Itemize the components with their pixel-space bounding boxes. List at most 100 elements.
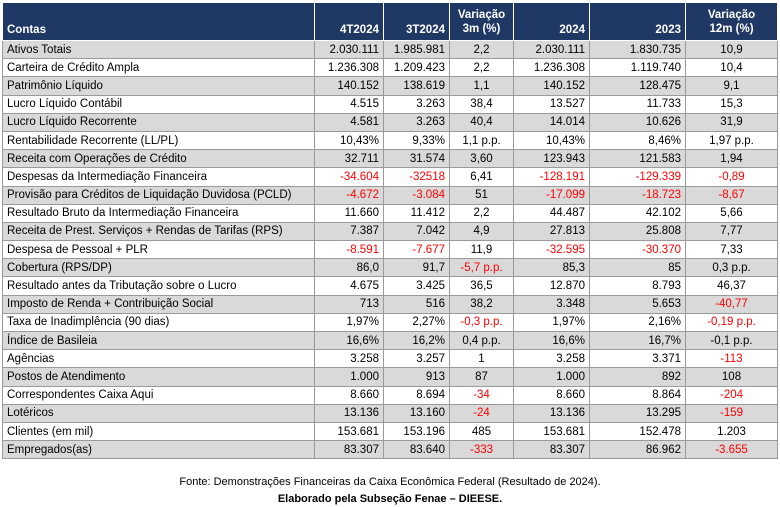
cell-2023: 8.793 <box>589 276 686 296</box>
cell-3t2024: 3.425 <box>383 276 450 296</box>
cell-variacao-3m: -24 <box>449 403 514 423</box>
cell-2023: 5.653 <box>589 294 686 314</box>
table-row: Empregados(as) 83.307 83.640 -333 83.307 86.9… <box>2 440 778 460</box>
table-row: Correspondentes Caixa Aqui 8.660 8.694 -34 8… <box>2 385 778 405</box>
cell-2023: 2,16% <box>589 312 686 333</box>
cell-4t2024: 4.675 <box>314 276 384 296</box>
cell-variacao-12m: 15,3 <box>685 94 778 114</box>
cell-variacao-12m: 7,33 <box>685 240 778 260</box>
cell-4t2024: 1,97% <box>314 312 384 333</box>
cell-3t2024: 1.985.981 <box>383 39 450 60</box>
header-4t2024: 4T2024 <box>314 2 384 41</box>
cell-2023: 128.475 <box>589 76 686 96</box>
cell-variacao-12m: -0,89 <box>685 167 778 187</box>
cell-3t2024: 83.640 <box>383 440 450 460</box>
cell-4t2024: 1.236.308 <box>314 58 384 78</box>
cell-variacao-12m: -204 <box>685 385 778 405</box>
cell-variacao-3m: 4,9 <box>449 221 514 242</box>
cell-2023: 13.295 <box>589 403 686 423</box>
cell-2024: 14.014 <box>513 112 590 132</box>
cell-variacao-12m: 46,37 <box>685 276 778 296</box>
table-row: Receita com Operações de Crédito 32.711 31… <box>2 149 778 169</box>
financial-table: Contas 4T2024 3T2024 Variação 3m (%) 202… <box>2 2 778 460</box>
header-variacao-3m-line2: 3m (%) <box>462 22 501 35</box>
cell-variacao-12m: 1,94 <box>685 149 778 169</box>
cell-2023: 11.733 <box>589 94 686 114</box>
table-row: Imposto de Renda + Contribuição Social 71… <box>2 294 778 314</box>
row-label: Cobertura (RPS/DP) <box>2 258 315 278</box>
cell-3t2024: 8.694 <box>383 385 450 405</box>
cell-variacao-12m: -0,1 p.p. <box>685 330 778 351</box>
header-contas: Contas <box>2 2 315 41</box>
cell-variacao-3m: -0,3 p.p. <box>449 312 514 333</box>
cell-variacao-3m: 485 <box>449 421 514 442</box>
cell-variacao-12m: 7,77 <box>685 221 778 242</box>
row-label: Lucro Líquido Recorrente <box>2 112 315 132</box>
table-row: Despesas da Intermediação Financeira -34.… <box>2 167 778 187</box>
cell-variacao-3m: 38,4 <box>449 94 514 114</box>
table-row: Resultado antes da Tributação sobre o Lu… <box>2 276 778 296</box>
cell-3t2024: 7.042 <box>383 221 450 242</box>
cell-variacao-12m: 10,4 <box>685 58 778 78</box>
cell-2024: -32.595 <box>513 240 590 260</box>
cell-4t2024: 10,43% <box>314 130 384 151</box>
row-label: Lucro Líquido Contábil <box>2 94 315 114</box>
cell-variacao-3m: 40,4 <box>449 112 514 132</box>
table-row: Lucro Líquido Recorrente 4.581 3.263 40,4 14… <box>2 112 778 132</box>
row-label: Clientes (em mil) <box>2 421 315 442</box>
cell-4t2024: 7.387 <box>314 221 384 242</box>
cell-4t2024: 140.152 <box>314 76 384 96</box>
source-note: Fonte: Demonstrações Financeiras da Caix… <box>179 476 601 488</box>
table-row: Postos de Atendimento 1.000 913 87 1.000 892 1… <box>2 367 778 387</box>
cell-2023: 85 <box>589 258 686 278</box>
cell-2024: 83.307 <box>513 440 590 460</box>
table-row: Ativos Totais 2.030.111 1.985.981 2,2 2.030.… <box>2 39 778 60</box>
row-label: Rentabilidade Recorrente (LL/PL) <box>2 130 315 151</box>
row-label: Resultado antes da Tributação sobre o Lu… <box>2 276 315 296</box>
cell-2024: 3.348 <box>513 294 590 314</box>
cell-3t2024: 11.412 <box>383 203 450 223</box>
cell-variacao-12m: 31,9 <box>685 112 778 132</box>
cell-2024: 27.813 <box>513 221 590 242</box>
cell-2023: 1.830.735 <box>589 39 686 60</box>
cell-2023: 86.962 <box>589 440 686 460</box>
cell-variacao-12m: 0,3 p.p. <box>685 258 778 278</box>
cell-4t2024: 16,6% <box>314 330 384 351</box>
row-label: Agências <box>2 349 315 369</box>
table-row: Resultado Bruto da Intermediação Finance… <box>2 203 778 223</box>
cell-2024: -17.099 <box>513 185 590 205</box>
cell-variacao-3m: 2,2 <box>449 58 514 78</box>
row-label: Despesa de Pessoal + PLR <box>2 240 315 260</box>
cell-4t2024: 2.030.111 <box>314 39 384 60</box>
cell-2023: 3.371 <box>589 349 686 369</box>
row-label: Receita com Operações de Crédito <box>2 149 315 169</box>
table-row: Taxa de Inadimplência (90 dias) 1,97% 2,27… <box>2 312 778 333</box>
table-row: Rentabilidade Recorrente (LL/PL) 10,43% 9,… <box>2 130 778 151</box>
cell-2023: 1.119.740 <box>589 58 686 78</box>
cell-3t2024: -3.084 <box>383 185 450 205</box>
header-variacao-12m-line2: 12m (%) <box>709 22 754 35</box>
cell-2023: 10.626 <box>589 112 686 132</box>
table-row: Lucro Líquido Contábil 4.515 3.263 38,4 13.5… <box>2 94 778 114</box>
cell-2024: 16,6% <box>513 330 590 351</box>
cell-3t2024: 3.263 <box>383 94 450 114</box>
cell-2023: 16,7% <box>589 330 686 351</box>
cell-4t2024: 83.307 <box>314 440 384 460</box>
table-header-row: Contas 4T2024 3T2024 Variação 3m (%) 202… <box>2 2 778 41</box>
cell-3t2024: 913 <box>383 367 450 387</box>
cell-3t2024: -7.677 <box>383 240 450 260</box>
cell-variacao-3m: -5,7 p.p. <box>449 258 514 278</box>
cell-2024: -128.191 <box>513 167 590 187</box>
cell-variacao-3m: 2,2 <box>449 39 514 60</box>
cell-3t2024: 516 <box>383 294 450 314</box>
row-label: Patrimônio Líquido <box>2 76 315 96</box>
row-label: Empregados(as) <box>2 440 315 460</box>
cell-variacao-3m: -34 <box>449 385 514 405</box>
cell-variacao-12m: 108 <box>685 367 778 387</box>
cell-variacao-3m: 0,4 p.p. <box>449 330 514 351</box>
row-label: Receita de Prest. Serviços + Rendas de T… <box>2 221 315 242</box>
cell-3t2024: 9,33% <box>383 130 450 151</box>
cell-4t2024: 86,0 <box>314 258 384 278</box>
cell-variacao-3m: 36,5 <box>449 276 514 296</box>
cell-variacao-12m: -159 <box>685 403 778 423</box>
